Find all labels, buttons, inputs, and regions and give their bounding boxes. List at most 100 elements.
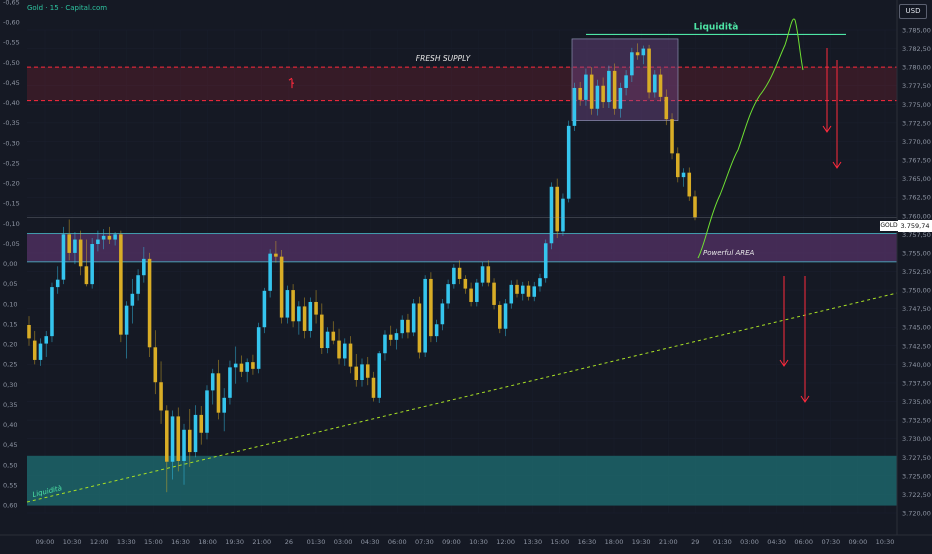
y-tick-label: 3.750,00 [902, 287, 931, 295]
left-tick-label: -0,40 [3, 99, 20, 107]
y-tick-label: 3.720,00 [902, 510, 931, 518]
candle-body [147, 258, 152, 348]
left-tick-label: -0,10 [3, 220, 20, 228]
y-tick-label: 3.775,00 [902, 101, 931, 109]
candle-body [515, 284, 519, 294]
candle-body [176, 416, 181, 461]
liquidity-top-label: Liquidità [694, 22, 739, 32]
currency-button[interactable]: USD [899, 4, 927, 19]
last-price-tag: 3.759,74 [898, 220, 932, 232]
y-tick-label: 3.770,00 [902, 138, 931, 146]
left-tick-label: 0,25 [3, 361, 17, 369]
candle-body [475, 282, 479, 302]
left-tick-label: -0,05 [3, 240, 20, 248]
x-tick-label: 07:30 [821, 538, 840, 546]
x-tick-label: 29 [691, 538, 699, 546]
left-tick-label: 0,50 [3, 461, 17, 469]
y-tick-label: 3.760,00 [902, 212, 931, 220]
candle-body [308, 301, 313, 331]
y-tick-label: 3.745,00 [902, 324, 931, 332]
candle-body [607, 70, 611, 103]
candle-body [360, 364, 364, 380]
candle-body [279, 256, 284, 318]
x-tick-label: 09:00 [442, 538, 461, 546]
candle-body [647, 48, 651, 93]
candle-body [365, 364, 370, 378]
x-tick-label: 13:30 [523, 538, 542, 546]
candle-body [268, 253, 272, 291]
left-tick-label: 0,10 [3, 300, 17, 308]
y-tick-label: 3.785,00 [902, 27, 931, 35]
candle-body [182, 429, 186, 461]
down-arrow-icon-1-head [822, 125, 832, 133]
candle-body [388, 334, 393, 340]
candle-body [233, 363, 238, 368]
candle-body [130, 293, 135, 306]
x-tick-label: 12:00 [496, 538, 515, 546]
y-tick-label: 3.730,00 [902, 435, 931, 443]
x-tick-label: 13:30 [117, 538, 136, 546]
candle-body [394, 333, 399, 340]
symbol-price-tag: GOLD [880, 221, 898, 231]
candle-body [119, 234, 123, 335]
candle-body [503, 303, 508, 329]
x-tick-label: 26 [285, 538, 293, 546]
left-tick-label: 0,15 [3, 320, 17, 328]
candle-body [302, 306, 307, 331]
candle-body [187, 429, 192, 453]
candle-body [675, 153, 680, 178]
candle-body [107, 235, 112, 240]
candle-body [584, 74, 588, 100]
x-tick-label: 18:00 [605, 538, 624, 546]
candle-body [429, 278, 433, 337]
candle-body [228, 367, 232, 398]
y-tick-label: 3.732,50 [902, 417, 931, 425]
y-tick-label: 3.737,50 [902, 379, 931, 387]
left-tick-label: 0,05 [3, 280, 17, 288]
candle-body [411, 303, 416, 333]
candle-body [38, 343, 43, 360]
left-tick-label: -0,35 [3, 119, 20, 127]
x-tick-label: 09:00 [849, 538, 868, 546]
candle-body [492, 282, 496, 305]
candle-body [291, 290, 295, 322]
candle-body [681, 172, 686, 178]
candle-body [142, 258, 146, 276]
x-tick-label: 06:00 [388, 538, 407, 546]
candle-body [555, 186, 559, 232]
candle-body [320, 314, 324, 349]
candle-body [452, 267, 456, 285]
candle-body [486, 266, 491, 283]
y-tick-label: 3.755,00 [902, 249, 931, 257]
candle-body [170, 416, 175, 462]
candle-body [371, 377, 376, 398]
candle-body [73, 239, 77, 253]
y-tick-label: 3.780,00 [902, 64, 931, 72]
y-tick-label: 3.762,50 [902, 194, 931, 202]
supply-marker-icon [288, 77, 294, 89]
x-tick-label: 21:00 [659, 538, 678, 546]
left-tick-label: -0,20 [3, 180, 20, 188]
left-tick-label: 0,55 [3, 481, 17, 489]
candle-body [566, 125, 571, 199]
left-tick-label: 0,45 [3, 441, 17, 449]
candle-body [78, 239, 83, 267]
y-tick-label: 3.752,50 [902, 268, 931, 276]
x-tick-label: 01:30 [307, 538, 326, 546]
candle-body [423, 278, 427, 353]
candle-body [297, 306, 301, 322]
left-tick-label: 0,40 [3, 421, 17, 429]
candle-body [251, 362, 255, 369]
candle-body [434, 324, 439, 337]
candle-body [124, 305, 129, 335]
x-tick-label: 04:30 [767, 538, 786, 546]
candle-body [406, 319, 410, 333]
candle-body [222, 397, 226, 413]
candle-body [159, 382, 163, 411]
candle-body [532, 286, 537, 297]
candle-body [658, 74, 663, 97]
candle-body [595, 85, 600, 109]
x-tick-label: 03:00 [334, 538, 353, 546]
